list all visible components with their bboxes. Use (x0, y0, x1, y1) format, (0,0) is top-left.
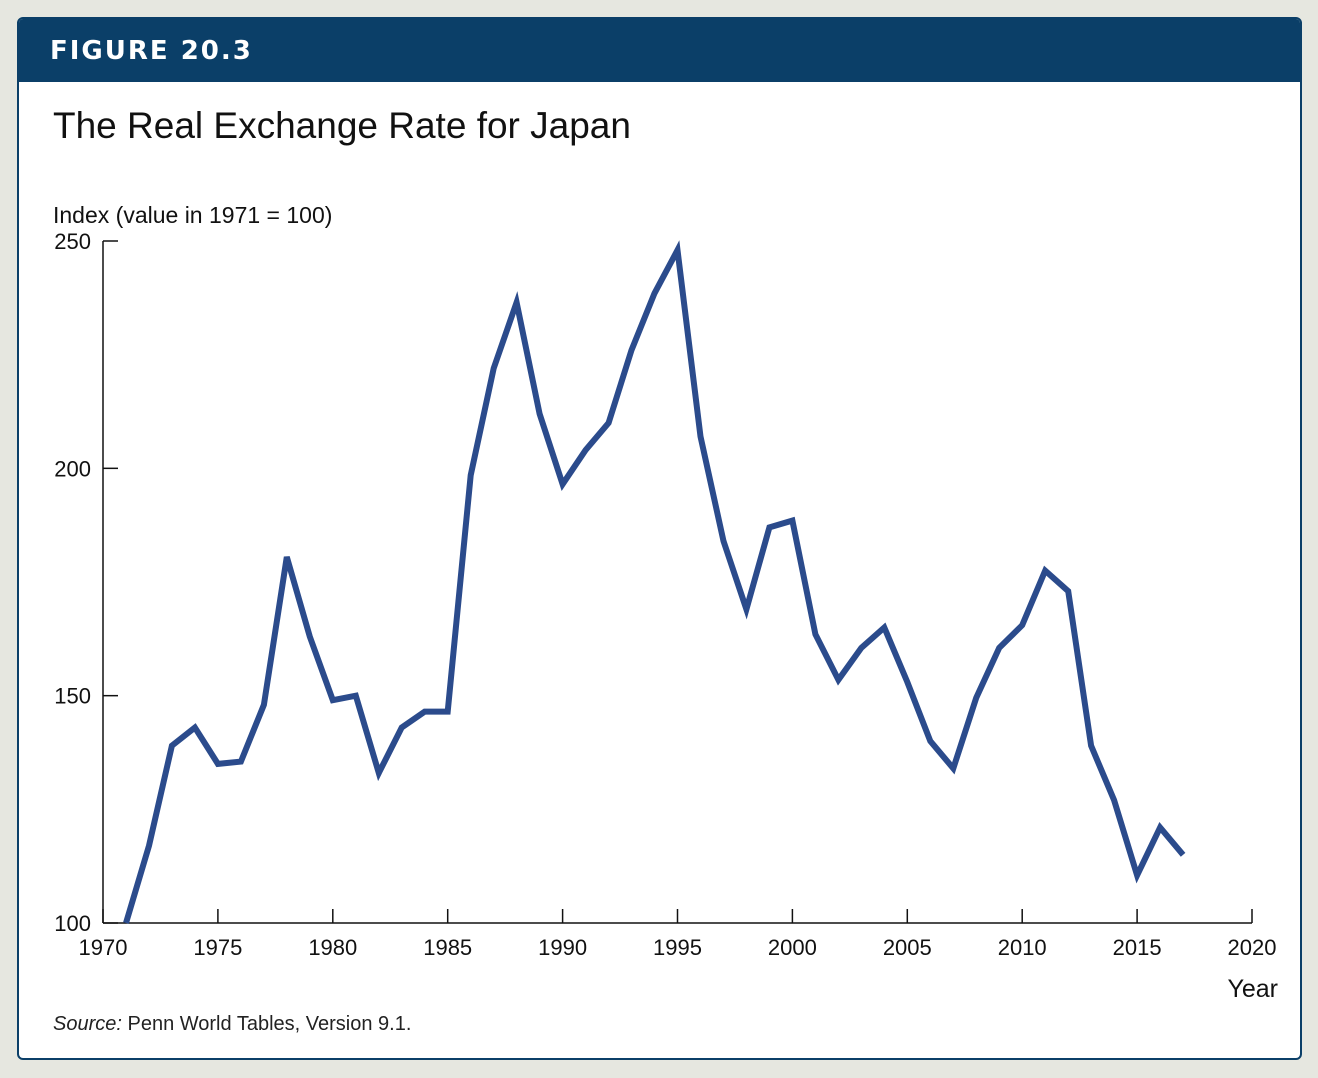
y-tick-label: 200 (54, 456, 91, 481)
x-tick-label: 2010 (998, 935, 1047, 960)
x-tick-label: 1990 (538, 935, 587, 960)
x-tick-label: 1980 (308, 935, 357, 960)
chart-title: The Real Exchange Rate for Japan (53, 105, 631, 146)
x-tick-label: 2005 (883, 935, 932, 960)
x-tick-label: 2020 (1228, 935, 1277, 960)
x-tick-label: 1975 (193, 935, 242, 960)
x-axis-title: Year (1227, 975, 1278, 1003)
y-tick-label: 150 (54, 684, 91, 709)
series-line (123, 240, 1186, 924)
y-axis-label: Index (value in 1971 = 100) (53, 202, 333, 228)
source-note: Source: Penn World Tables, Version 9.1. (53, 1013, 411, 1036)
figure-header: FIGURE 20.3 (19, 19, 1300, 82)
x-tick-label: 2000 (768, 935, 817, 960)
source-text: Penn World Tables, Version 9.1. (121, 1013, 412, 1035)
x-tick-label: 1970 (79, 935, 128, 960)
y-tick-label: 100 (54, 911, 91, 936)
x-tick-label: 1985 (423, 935, 472, 960)
figure-label: FIGURE 20.3 (50, 36, 253, 66)
x-tick-label: 1995 (653, 935, 702, 960)
x-tick-label: 2015 (1113, 935, 1162, 960)
figure-card: FIGURE 20.3 The Real Exchange Rate for J… (17, 17, 1302, 1060)
source-prefix: Source: (53, 1013, 122, 1035)
y-tick-label: 250 (54, 229, 91, 254)
